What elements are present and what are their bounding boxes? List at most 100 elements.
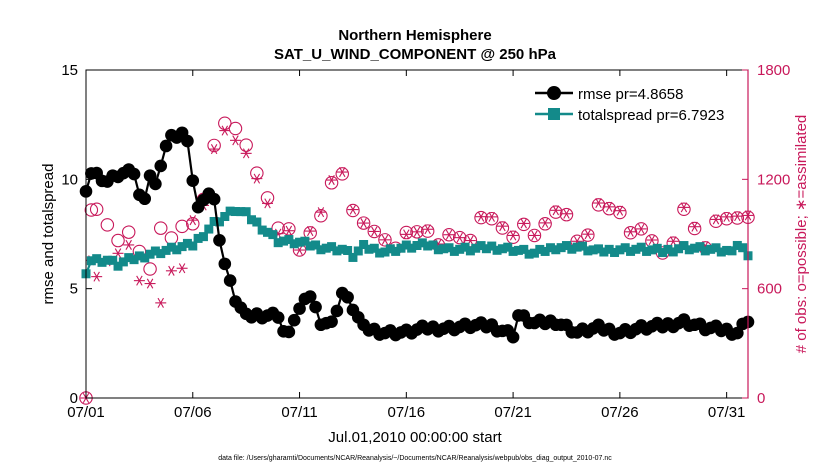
obs-assimilated-marker [593, 197, 605, 209]
obs-possible-marker [442, 227, 456, 242]
totalspread-point [594, 244, 604, 254]
totalspread-point [321, 243, 331, 253]
obs-possible-marker [153, 221, 168, 235]
obs-assimilated-marker [646, 234, 658, 246]
obs-possible-marker [207, 138, 221, 153]
totalspread-point [487, 241, 497, 251]
obs-possible-marker [175, 219, 189, 234]
obs-assimilated-marker [443, 229, 455, 240]
totalspread-point [364, 244, 374, 254]
obs-assimilated-marker [91, 271, 103, 282]
obs-possible-marker [143, 262, 157, 276]
totalspread-point [289, 239, 299, 249]
legend-spread-label: totalspread pr=6.7923 [578, 107, 724, 124]
obs-assimilated-marker [358, 218, 370, 229]
y2-axis-label: # of obs: o=possible; ∗=assimilated [793, 115, 810, 354]
asterisk-stroke [477, 211, 485, 222]
totalspread-point [380, 247, 390, 257]
asterisk-stroke [691, 221, 698, 232]
totalspread-point [732, 240, 742, 250]
obs-possible-marker [719, 211, 734, 226]
totalspread-point [209, 216, 219, 226]
asterisk-stroke [734, 211, 741, 222]
obs-assimilated-marker [326, 175, 338, 186]
obs-possible-marker [677, 202, 691, 216]
y2-tick-label: 0 [757, 390, 765, 407]
totalspread-point [369, 243, 379, 253]
asterisk-stroke [360, 218, 367, 229]
totalspread-point [615, 245, 625, 255]
totalspread-point [166, 242, 176, 252]
asterisk-stroke [221, 125, 229, 136]
totalspread-point [567, 244, 577, 254]
totalspread-point [92, 254, 102, 264]
obs-assimilated-marker [229, 135, 241, 146]
rmse-point [218, 257, 232, 271]
totalspread-point [396, 243, 406, 253]
totalspread-point [236, 207, 246, 217]
totalspread-point [583, 246, 593, 256]
obs-assimilated-marker [240, 148, 252, 159]
totalspread-point [444, 243, 454, 253]
asterisk-stroke [253, 173, 261, 184]
legend-rmse-label: rmse pr=4.8658 [578, 86, 683, 103]
totalspread-point [129, 255, 139, 265]
rmse-point [207, 192, 221, 206]
totalspread-point [513, 245, 523, 255]
obs-possible-marker [709, 214, 723, 228]
totalspread-point [332, 246, 342, 256]
y-tick-label: 10 [61, 171, 78, 188]
totalspread-point [316, 245, 326, 255]
obs-possible-marker [634, 222, 648, 236]
totalspread-point [204, 224, 214, 234]
totalspread-point [508, 246, 518, 256]
totalspread-point [679, 241, 689, 251]
y2-tick-label: 600 [757, 281, 782, 298]
obs-assimilated-marker [262, 198, 274, 209]
totalspread-point [412, 241, 422, 251]
obs-assimilated-marker [336, 167, 348, 178]
x-tick-label: 07/01 [67, 404, 105, 421]
obs-assimilated-marker [454, 232, 466, 243]
totalspread-point [476, 241, 486, 251]
asterisk-stroke [413, 226, 421, 237]
totalspread-point [727, 246, 737, 256]
obs-assimilated-marker [582, 229, 594, 240]
chart-title-line1: Northern Hemisphere [338, 27, 491, 44]
totalspread-point [588, 245, 598, 255]
totalspread-point [177, 242, 187, 252]
totalspread-point [658, 248, 668, 258]
rmse-point [293, 302, 306, 315]
rmse-point [213, 233, 226, 247]
asterisk-stroke [210, 144, 218, 155]
totalspread-point [561, 241, 571, 251]
totalspread-point [337, 244, 347, 254]
totalspread-point [433, 245, 443, 255]
totalspread-point [118, 257, 128, 267]
totalspread-point [193, 233, 203, 243]
obs-assimilated-marker [550, 205, 562, 216]
y-tick-label: 15 [61, 62, 78, 79]
totalspread-point [529, 248, 539, 258]
totalspread-point [97, 257, 107, 267]
totalspread-point [86, 256, 96, 266]
legend-box [528, 78, 742, 128]
totalspread-point [471, 243, 481, 253]
asterisk-stroke [424, 224, 431, 235]
totalspread-point [695, 242, 705, 252]
totalspread-point [417, 238, 427, 248]
totalspread-point [375, 248, 385, 258]
obs-assimilated-marker [251, 173, 263, 184]
totalspread-point [428, 240, 438, 250]
obs-assimilated-marker [422, 224, 434, 235]
totalspread-point [198, 232, 208, 242]
obs-possible-marker [581, 228, 595, 242]
obs-assimilated-marker [614, 205, 626, 216]
x-tick-label: 07/26 [601, 404, 639, 421]
obs-possible-marker [335, 167, 350, 181]
totalspread-point [263, 227, 273, 237]
asterisk-stroke [563, 208, 570, 219]
totalspread-point [161, 245, 171, 255]
obs-possible-marker [538, 217, 552, 231]
obs-assimilated-marker [539, 217, 551, 228]
